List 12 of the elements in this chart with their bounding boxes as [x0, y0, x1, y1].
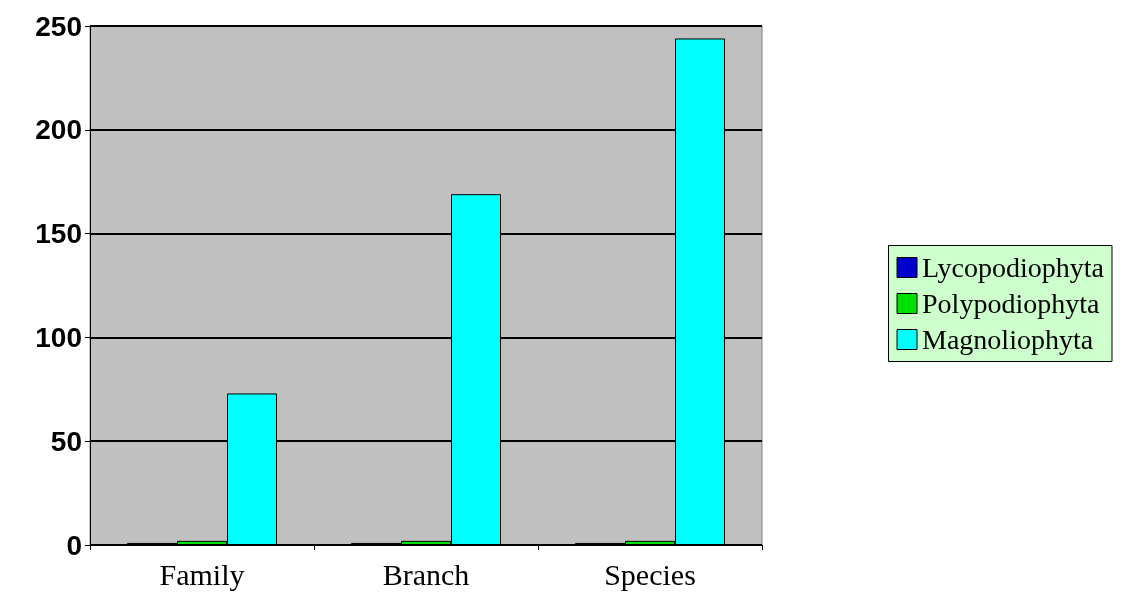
y-tick-label: 100 [35, 321, 82, 353]
y-tick-label: 250 [35, 10, 82, 42]
x-tick-label: Branch [382, 557, 470, 591]
x-tick-label: Family [159, 557, 245, 591]
legend-label: Magnoliophyta [922, 324, 1094, 355]
y-tick-label: 150 [35, 218, 82, 250]
x-tick-label: Species [604, 557, 696, 591]
y-tick-label: 0 [66, 529, 82, 561]
legend-label: Lycopodiophyta [922, 252, 1105, 283]
y-tick-label: 200 [35, 114, 82, 146]
y-tick-label: 50 [50, 425, 82, 457]
legend-label: Polypodiophyta [922, 288, 1100, 319]
